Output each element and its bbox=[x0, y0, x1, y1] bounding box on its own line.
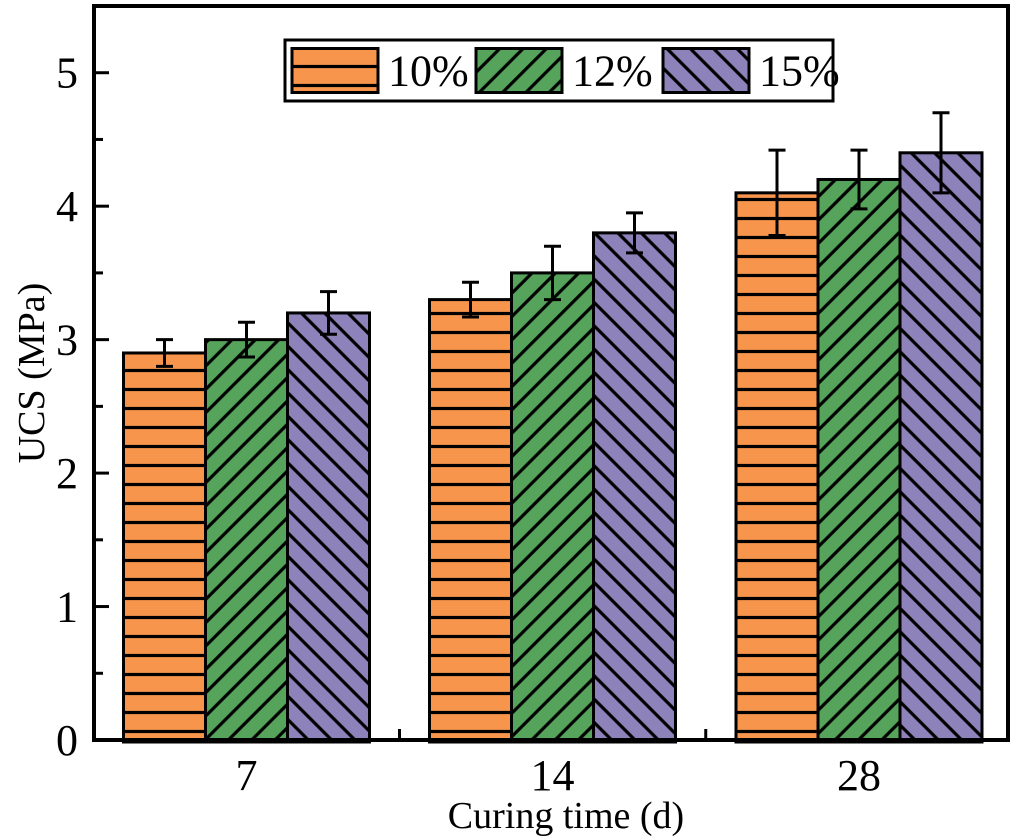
error-bar-12pct-14d bbox=[544, 244, 561, 302]
x-tick-label-28d: 28 bbox=[837, 751, 881, 800]
y-tick-label-4: 4 bbox=[56, 182, 78, 231]
x-tick-label-14d: 14 bbox=[531, 751, 575, 800]
error-bar-12pct-28d bbox=[850, 148, 868, 211]
bar-15pct-7d bbox=[286, 311, 371, 744]
error-bar-15pct-7d bbox=[320, 290, 337, 336]
y-tick-label-3: 3 bbox=[56, 316, 78, 365]
legend-label-15pct: 15% bbox=[759, 47, 840, 96]
legend-swatch-15pct bbox=[661, 47, 751, 94]
x-axis-title: Curing time (d) bbox=[448, 795, 684, 837]
y-axis-title: UCS (MPa) bbox=[11, 283, 53, 464]
bar-12pct-14d bbox=[510, 271, 595, 744]
legend-swatch-10pct bbox=[290, 47, 380, 94]
bars-layer bbox=[122, 151, 984, 744]
bar-10pct-28d bbox=[734, 191, 820, 744]
x-tick-label-7d: 7 bbox=[236, 751, 258, 800]
error-bar-10pct-7d bbox=[156, 338, 173, 368]
bar-10pct-7d bbox=[122, 351, 207, 744]
error-bars-layer bbox=[156, 111, 950, 368]
bar-12pct-28d bbox=[816, 177, 902, 744]
error-bar-10pct-14d bbox=[462, 280, 479, 319]
legend-label-12pct: 12% bbox=[572, 47, 653, 96]
bar-10pct-14d bbox=[428, 298, 513, 744]
error-bar-10pct-28d bbox=[768, 148, 786, 238]
axis-ticks-layer bbox=[96, 71, 708, 742]
bar-12pct-7d bbox=[204, 338, 289, 744]
error-bar-12pct-7d bbox=[238, 320, 255, 359]
bar-15pct-14d bbox=[592, 231, 677, 744]
plot-frame bbox=[92, 4, 1010, 742]
legend: 10% 12% 15% bbox=[283, 38, 840, 103]
tick-labels-layer: 0 1 2 3 4 5 7 14 28 bbox=[56, 49, 881, 800]
error-bar-15pct-28d bbox=[932, 111, 950, 195]
y-tick-label-5: 5 bbox=[56, 49, 78, 98]
y-tick-label-0: 0 bbox=[56, 716, 78, 765]
y-tick-label-2: 2 bbox=[56, 449, 78, 498]
bar-15pct-28d bbox=[898, 151, 984, 744]
legend-label-10pct: 10% bbox=[388, 47, 469, 96]
error-bar-15pct-14d bbox=[626, 211, 643, 255]
y-tick-label-1: 1 bbox=[56, 583, 78, 632]
legend-swatch-12pct bbox=[474, 47, 564, 94]
